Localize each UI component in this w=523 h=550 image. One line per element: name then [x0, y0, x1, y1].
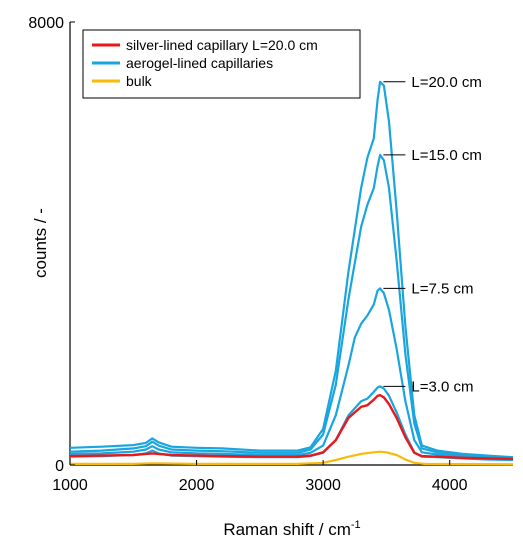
x-axis-label-main: Raman shift / cm: [223, 520, 351, 539]
series-line-4: [69, 394, 514, 461]
x-axis-label-superscript: -1: [351, 519, 361, 531]
x-tick-label-0: 1000: [52, 477, 88, 494]
series-line-1: [69, 153, 514, 460]
series-line-2: [69, 287, 514, 460]
legend-label-1: aerogel-lined capillaries: [126, 55, 273, 71]
legend-box: [82, 29, 361, 99]
legend-label-2: bulk: [126, 73, 153, 89]
x-tick-label-1: 2000: [179, 477, 215, 494]
legend-label-0: silver-lined capillary L=20.0 cm: [126, 37, 318, 53]
annotation-label-1: L=15.0 cm: [411, 147, 481, 164]
series-line-0: [69, 80, 514, 459]
annotation-layer: L=20.0 cm L=15.0 cm L=7.5 cm L=3.0 cm: [383, 74, 482, 395]
y-tick-label-0: 0: [55, 458, 64, 475]
x-tick-label-2: 3000: [305, 477, 341, 494]
legend: silver-lined capillary L=20.0 cm aerogel…: [82, 29, 361, 99]
annotation-label-2: L=7.5 cm: [411, 280, 473, 297]
tick-layer: 1000 2000 3000 4000 0 8000: [28, 15, 467, 494]
annotation-label-0: L=20.0 cm: [411, 74, 481, 91]
series-line-5: [70, 450, 514, 466]
x-tick-label-3: 4000: [432, 477, 468, 494]
series-layer: [69, 80, 514, 466]
x-axis-label: Raman shift / cm-1: [223, 519, 360, 539]
y-tick-label-1: 8000: [28, 15, 64, 32]
y-axis-label: counts / -: [31, 208, 50, 278]
annotation-label-3: L=3.0 cm: [411, 378, 473, 395]
